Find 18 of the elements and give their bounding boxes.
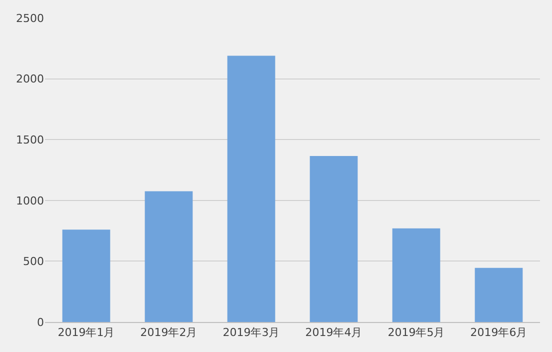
- bar: [144, 191, 193, 322]
- bar: [227, 56, 276, 322]
- bar: [310, 156, 358, 322]
- bar: [474, 268, 523, 322]
- bar: [392, 228, 440, 322]
- bar: [62, 230, 110, 322]
- y-tick-label: 0: [37, 316, 44, 329]
- x-tick-label: 2019年3月: [222, 326, 280, 340]
- y-tick-label: 500: [23, 255, 44, 268]
- y-tick-label: 1500: [16, 133, 44, 146]
- y-tick-label: 2500: [16, 12, 44, 25]
- x-tick-label: 2019年1月: [58, 326, 115, 340]
- x-tick-label: 2019年5月: [388, 326, 445, 340]
- x-tick-label: 2019年2月: [140, 326, 198, 340]
- x-tick-label: 2019年4月: [305, 326, 362, 340]
- y-tick-label: 1000: [16, 194, 44, 208]
- y-tick-label: 2000: [16, 72, 44, 86]
- x-tick-label: 2019年6月: [470, 326, 528, 340]
